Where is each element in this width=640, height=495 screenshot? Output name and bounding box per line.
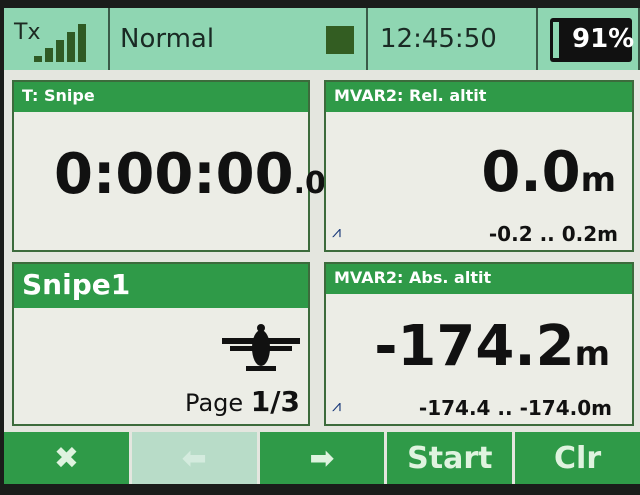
clear-button[interactable]: Clr <box>515 432 640 484</box>
timer-panel[interactable]: T: Snipe 0:00:00.0 <box>12 80 326 252</box>
flight-mode[interactable]: Normal <box>110 8 368 70</box>
arrow-left-icon: ⬅ <box>181 440 207 476</box>
wrench-screwdriver-icon: ✖ <box>53 440 79 476</box>
battery-icon: 91% <box>550 18 635 62</box>
next-page-button[interactable]: ➡ <box>259 432 385 484</box>
signal-bars-icon <box>34 24 86 62</box>
model-panel[interactable]: Snipe1 Page 1/3 <box>12 262 310 426</box>
rel-altitude-title: MVAR2: Rel. altit <box>326 82 632 112</box>
flight-mode-label: Normal <box>120 24 215 54</box>
tx-signal: Tx <box>4 8 110 70</box>
tx-label: Tx <box>14 20 41 45</box>
model-name: Snipe1 <box>14 264 308 308</box>
rel-altitude-range: -0.2 .. 0.2m <box>488 222 618 246</box>
battery: 91% <box>538 8 640 70</box>
start-button[interactable]: Start <box>387 432 513 484</box>
abs-altitude-title: MVAR2: Abs. altit <box>326 264 632 294</box>
settings-button[interactable]: ✖ <box>4 432 129 484</box>
arrow-right-icon: ➡ <box>309 440 335 476</box>
clock: 12:45:50 <box>368 8 538 70</box>
airplane-icon <box>222 324 300 371</box>
abs-altitude-value: -174.2m <box>374 314 610 379</box>
status-bar: Tx Normal 12:45:50 91% <box>4 8 640 70</box>
timer-title: T: Snipe <box>14 82 308 112</box>
rel-altitude-value: 0.0m <box>481 140 616 205</box>
abs-altitude-panel[interactable]: MVAR2: Abs. altit -174.2m ⩘ -174.4 .. -1… <box>324 262 634 426</box>
rel-altitude-panel[interactable]: MVAR2: Rel. altit 0.0m ⩘ -0.2 .. 0.2m <box>324 80 634 252</box>
chart-icon[interactable]: ⩘ <box>332 396 342 415</box>
screen: Tx Normal 12:45:50 91% T: Snipe 0:00:00.… <box>4 8 640 484</box>
mode-indicator-icon <box>326 26 354 54</box>
abs-altitude-range: -174.4 .. -174.0m <box>418 396 612 420</box>
timer-value: 0:00:00.0 <box>54 142 326 207</box>
chart-icon[interactable]: ⩘ <box>332 222 342 241</box>
prev-page-button[interactable]: ⬅ <box>131 432 257 484</box>
page-indicator: Page 1/3 <box>185 385 300 418</box>
footer-buttons: ✖ ⬅ ➡ Start Clr <box>4 432 640 484</box>
battery-percent: 91% <box>572 24 635 54</box>
clock-time: 12:45:50 <box>380 24 497 54</box>
